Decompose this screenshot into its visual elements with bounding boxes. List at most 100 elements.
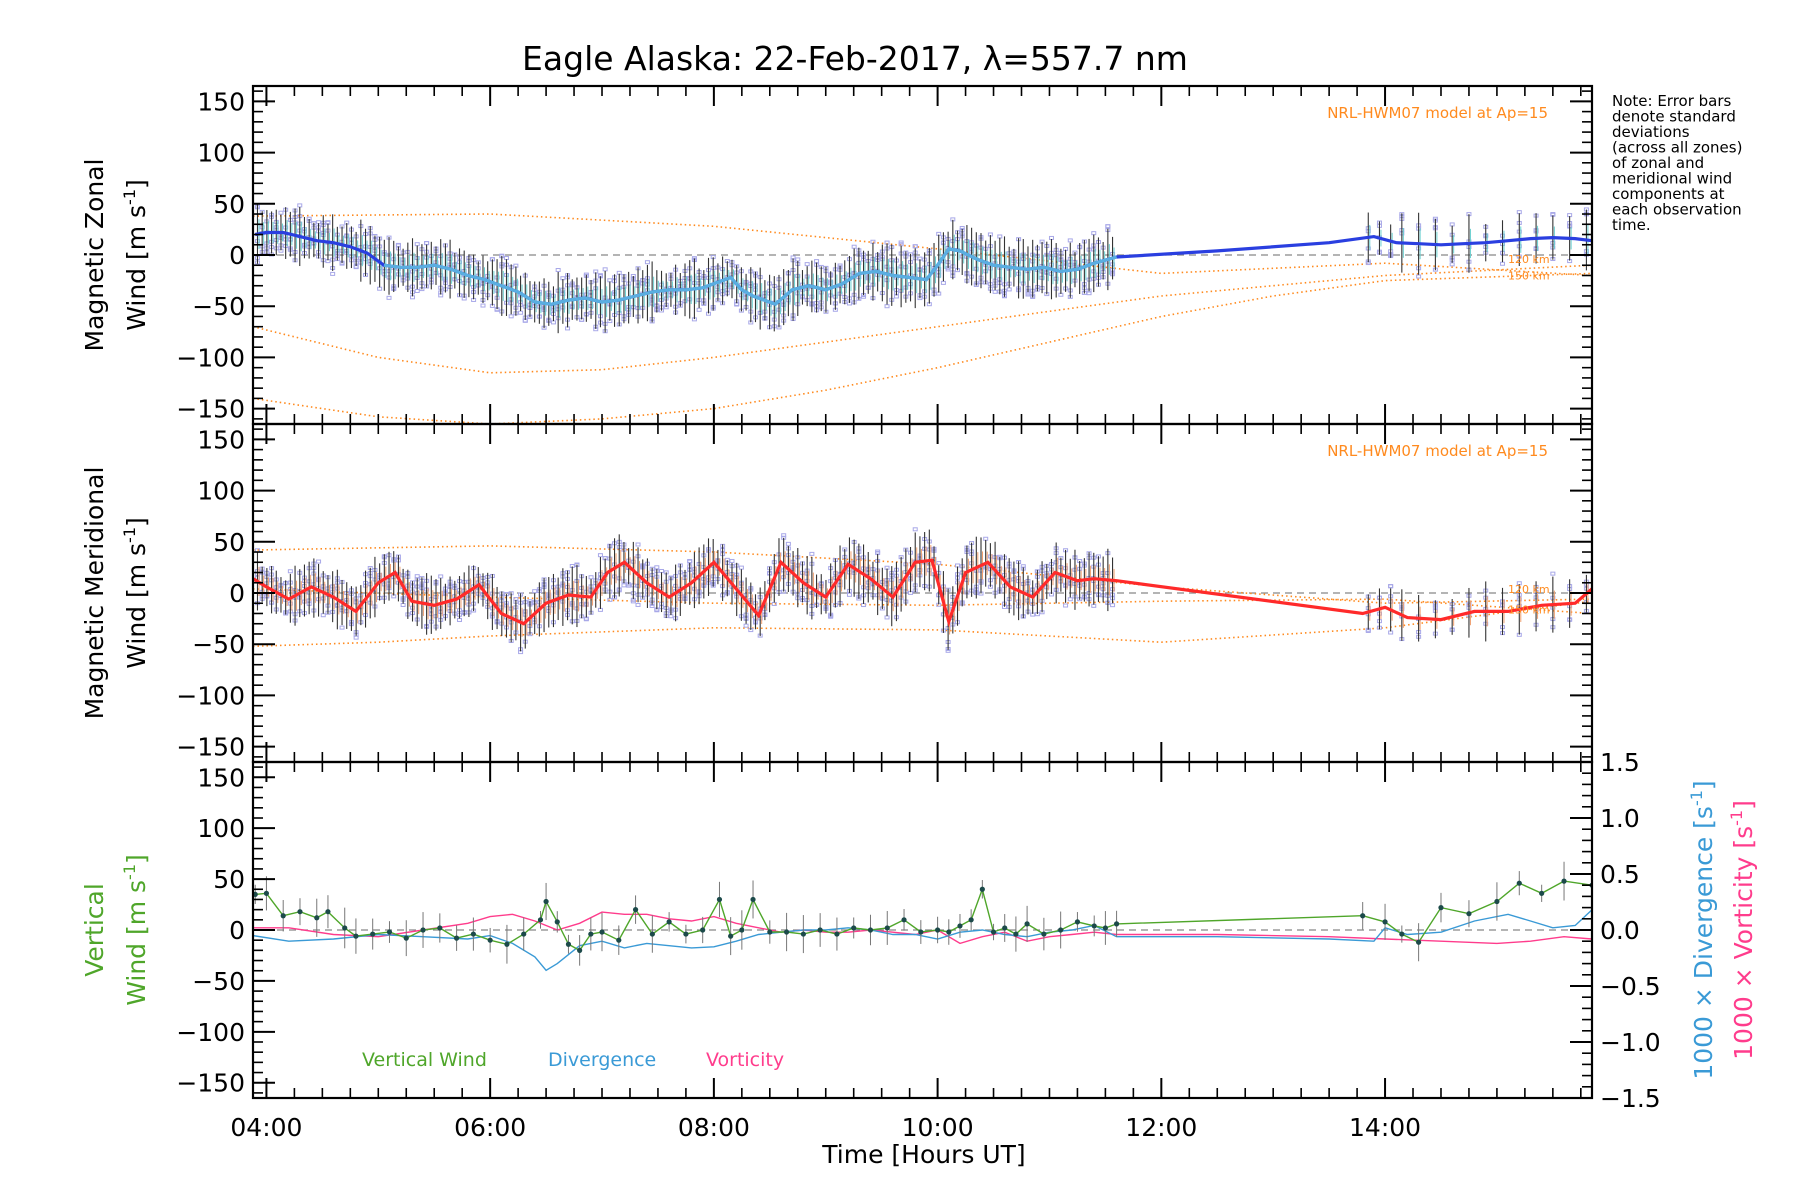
zone-point — [635, 602, 641, 607]
zone-point — [339, 625, 345, 630]
vertical-wind-point — [666, 919, 672, 925]
zone-point — [316, 559, 322, 564]
y-label-close: ] — [122, 517, 151, 527]
zone-point — [1105, 224, 1111, 229]
y-label-line2: Wind [m s-1] — [120, 854, 151, 1006]
vertical-wind-point — [1041, 931, 1047, 937]
vertical-wind-point — [437, 925, 443, 931]
y-tick-label: 50 — [213, 865, 245, 894]
zone-point — [550, 320, 556, 325]
zone-point — [1110, 603, 1116, 608]
vertical-wind-point — [470, 931, 476, 937]
zone-point — [738, 565, 744, 570]
zone-point — [992, 289, 998, 294]
zone-point — [297, 203, 303, 208]
zone-point — [846, 592, 852, 597]
y-tick-label: −100 — [176, 1018, 245, 1047]
zone-point — [790, 255, 796, 260]
vertical-wind-point — [314, 915, 320, 921]
vertical-wind-point — [750, 896, 756, 903]
zone-scatter — [254, 203, 1589, 334]
vertical-wind-point — [935, 927, 941, 933]
x-tick-label: 14:00 — [1349, 1113, 1421, 1142]
legend-vertical-wind: Vertical Wind — [362, 1049, 487, 1071]
vertical-wind-point — [957, 923, 963, 929]
zone-point — [804, 262, 810, 267]
y-tick-label: 150 — [197, 87, 245, 116]
y2-tick-label: −0.5 — [1600, 972, 1661, 1001]
note-line: denote standard — [1612, 108, 1736, 126]
note-line: time. — [1612, 216, 1651, 234]
y-label-close: ] — [122, 854, 151, 864]
zone-point — [729, 558, 735, 563]
y2-tick-label: 0.0 — [1600, 916, 1640, 945]
zone-point — [644, 260, 650, 265]
vertical-wind-point — [263, 890, 270, 896]
zone-point — [414, 242, 420, 247]
zone-point — [1048, 235, 1054, 240]
note-line: components at — [1612, 185, 1725, 203]
x-tick-label: 12:00 — [1125, 1113, 1197, 1142]
zone-point — [400, 602, 406, 607]
y-tick-label: −100 — [176, 343, 245, 372]
zonal-mean-line-light — [383, 247, 1118, 307]
vertical-wind-point — [403, 935, 409, 941]
vertical-wind-point — [918, 929, 924, 935]
vertical-wind-point — [1399, 931, 1405, 937]
zone-point — [1388, 584, 1394, 589]
zone-point — [621, 583, 627, 588]
vertical-wind-point — [1382, 919, 1388, 925]
zone-point — [997, 234, 1003, 239]
vertical-wind-point — [353, 933, 359, 939]
vertical-wind-point — [487, 937, 493, 943]
zone-point — [583, 616, 589, 621]
y-tick-label: 150 — [197, 425, 245, 454]
zone-point — [532, 589, 538, 594]
vertical-wind-point — [716, 896, 723, 903]
note-line: Note: Error bars — [1612, 92, 1732, 110]
vertical-wind-point — [783, 929, 790, 935]
zone-point — [518, 310, 524, 315]
vertical-wind-point — [616, 937, 622, 943]
y2-tick-label: −1.5 — [1600, 1084, 1661, 1113]
y2-label-sup: -1 — [1687, 790, 1706, 806]
zone-point — [654, 565, 660, 570]
zone-point — [456, 617, 462, 622]
divergence-line — [253, 909, 1592, 972]
vertical-wind-point — [453, 935, 460, 941]
zone-point — [851, 244, 857, 249]
zone-point — [607, 278, 613, 283]
y-label-main: Wind [m s — [122, 205, 151, 331]
vertical-wind-point — [297, 909, 303, 915]
model-label: NRL-HWM07 model at Ap=15 — [1327, 104, 1548, 122]
vertical-wind-point — [504, 941, 510, 947]
vertical-wind-point — [342, 925, 348, 931]
vertical-wind-point — [649, 931, 655, 937]
panel-vertical: Vertical Wind Divergence Vorticity −1.5 −1.0… — [80, 748, 1758, 1142]
vertical-wind-point — [901, 917, 907, 923]
zone-point — [734, 302, 740, 307]
y2-tick-label: 1.5 — [1600, 748, 1640, 777]
zonal-mean-line — [254, 230, 1592, 307]
vertical-wind-point — [386, 929, 393, 935]
zone-point — [503, 256, 509, 261]
zone-point — [1091, 231, 1097, 236]
zone-point — [555, 268, 561, 273]
vertical-wind-point — [767, 929, 773, 935]
x-tick-label: 08:00 — [678, 1113, 750, 1142]
y2-label-close: ] — [1729, 800, 1758, 810]
y-label-main: Wind [m s — [122, 543, 151, 669]
zone-point — [602, 267, 608, 272]
y-tick-label: −100 — [176, 681, 245, 710]
vertical-wind-point — [577, 947, 583, 953]
zone-point — [1449, 262, 1455, 267]
zone-point — [795, 257, 801, 262]
zone-point — [893, 294, 899, 299]
zone-point — [1086, 291, 1092, 296]
y-tick-label: 50 — [213, 190, 245, 219]
note-line: (across all zones) — [1612, 139, 1742, 157]
zone-point — [1388, 630, 1394, 635]
zone-point — [635, 542, 641, 547]
